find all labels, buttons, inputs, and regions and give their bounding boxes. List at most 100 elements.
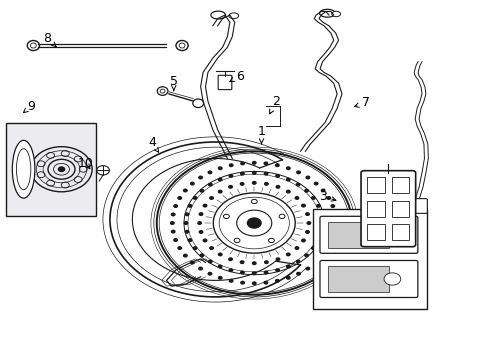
Circle shape [321,254,324,257]
Circle shape [276,185,279,188]
Circle shape [330,239,334,241]
Circle shape [314,182,317,185]
Circle shape [203,204,206,207]
Circle shape [208,171,211,174]
Circle shape [286,190,289,193]
Circle shape [296,260,299,263]
Circle shape [228,258,232,261]
Text: 9: 9 [23,100,35,113]
Bar [366,224,384,240]
Circle shape [188,204,191,207]
Circle shape [383,273,400,285]
Text: 3: 3 [318,190,335,203]
Circle shape [199,267,202,270]
Circle shape [185,213,188,216]
Circle shape [286,178,289,181]
Circle shape [170,222,174,224]
Ellipse shape [331,11,340,17]
Circle shape [241,162,244,165]
Circle shape [240,261,244,264]
Circle shape [333,230,336,233]
Text: 8: 8 [43,32,56,47]
Ellipse shape [228,13,238,19]
Text: 2: 2 [269,95,280,114]
Circle shape [286,276,289,279]
Circle shape [296,171,300,174]
Circle shape [252,272,256,275]
Circle shape [304,189,307,192]
Circle shape [229,280,232,282]
Circle shape [183,254,187,257]
Circle shape [305,213,308,215]
Circle shape [252,171,256,174]
Circle shape [333,213,336,216]
Circle shape [301,239,305,242]
Circle shape [208,260,212,263]
Text: 6: 6 [229,69,243,82]
Circle shape [193,247,197,249]
Circle shape [185,230,188,233]
Circle shape [208,273,211,275]
Circle shape [203,239,206,242]
Circle shape [178,247,181,249]
Circle shape [286,167,289,170]
Ellipse shape [210,11,225,19]
Circle shape [240,172,244,175]
Circle shape [275,269,279,271]
Circle shape [296,183,299,186]
Circle shape [229,164,232,167]
Circle shape [240,183,244,185]
Circle shape [326,197,330,199]
Circle shape [311,247,314,249]
Text: 5: 5 [169,75,178,91]
Circle shape [314,261,317,264]
Ellipse shape [12,140,35,198]
Circle shape [241,282,244,284]
Circle shape [264,282,267,284]
Circle shape [296,273,300,275]
Text: 10: 10 [78,157,94,170]
Circle shape [228,185,232,188]
Bar [366,201,384,217]
Circle shape [200,254,203,257]
Circle shape [305,231,308,233]
FancyBboxPatch shape [408,199,427,213]
Ellipse shape [179,43,184,48]
Circle shape [218,190,222,193]
Circle shape [174,205,177,207]
Circle shape [247,218,261,228]
Circle shape [198,222,201,224]
Bar [391,201,408,217]
Circle shape [383,229,400,241]
Circle shape [199,213,203,215]
Circle shape [252,162,256,164]
Bar [391,177,408,193]
Circle shape [286,253,289,256]
Circle shape [218,276,222,279]
Circle shape [316,204,320,207]
Circle shape [295,197,298,199]
Circle shape [208,183,212,186]
Circle shape [229,269,232,271]
Text: 1: 1 [257,125,265,144]
Circle shape [305,267,309,270]
Circle shape [301,204,305,207]
Circle shape [218,167,222,170]
Circle shape [58,167,64,171]
FancyBboxPatch shape [218,75,231,90]
Bar [312,209,427,309]
Circle shape [252,262,256,265]
Ellipse shape [319,9,334,17]
Circle shape [264,271,267,274]
Circle shape [200,189,203,192]
Circle shape [326,247,330,249]
Ellipse shape [157,87,167,95]
Bar [327,266,388,292]
Circle shape [319,213,323,216]
Circle shape [174,239,177,241]
Circle shape [319,230,323,233]
Circle shape [334,222,337,224]
FancyBboxPatch shape [319,261,417,297]
Circle shape [97,166,109,175]
Ellipse shape [176,41,188,50]
